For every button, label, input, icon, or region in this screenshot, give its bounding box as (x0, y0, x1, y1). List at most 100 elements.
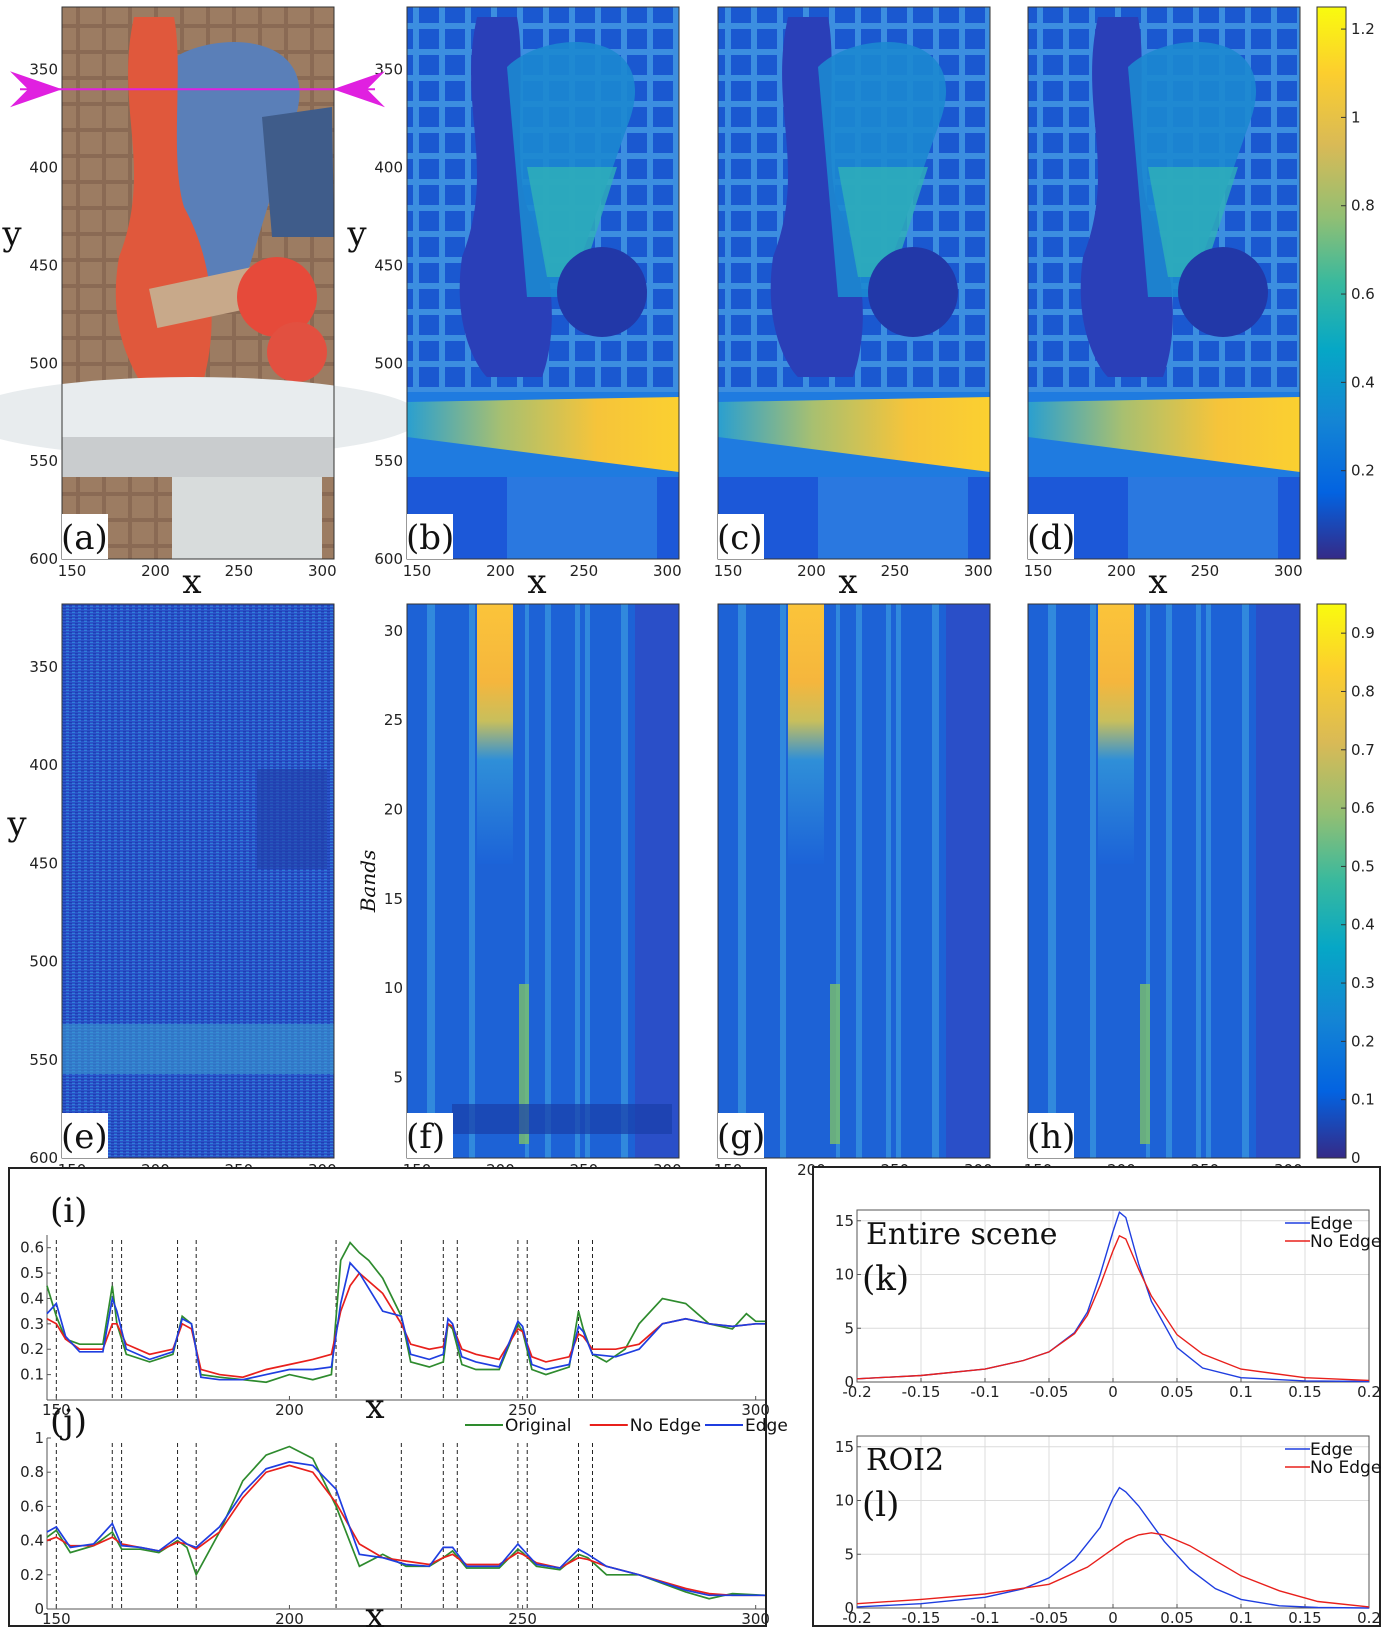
legend-label: Edge (745, 1416, 788, 1436)
panel-label-box (62, 1113, 108, 1158)
panel-frame (1027, 603, 1301, 1159)
panel-label: (a) (61, 518, 108, 558)
table-rim (62, 437, 334, 477)
colorbar-tick-label: 0.2 (1351, 1032, 1375, 1050)
left-arrow-head (10, 71, 62, 108)
band-map-background (1028, 604, 1300, 1158)
colorbar-tick-label: 0.1 (1351, 1091, 1375, 1109)
y-tick-label: 10 (384, 979, 403, 997)
colorbar-tick-label: 0.9 (1351, 624, 1375, 642)
y-tick-label: 15 (835, 1438, 854, 1456)
legend-label: No Edge (630, 1416, 701, 1436)
x-tick-label: 200 (141, 562, 170, 580)
middle-row-panels: (e)150200250300x350400450500550600y(f)15… (6, 603, 1375, 1201)
y-tick-label: 15 (835, 1212, 854, 1230)
y-tick-label: 500 (29, 953, 58, 971)
panel-label: (l) (862, 1485, 899, 1525)
band-stripe (621, 604, 628, 1158)
panel-c: (c) 150 200 250 300 x (714, 6, 993, 602)
band-stripe (780, 604, 786, 1158)
colorbar-tick-label: 0.7 (1351, 741, 1375, 759)
band-stripe (585, 604, 590, 1158)
x-tick-label: 300 (653, 562, 682, 580)
x-tick-label: 0 (1108, 1609, 1118, 1627)
x-tick-label: 0.15 (1288, 1609, 1321, 1627)
flower-shape (868, 247, 958, 337)
outer-box (812, 1166, 1381, 1627)
band-stripe (1206, 604, 1211, 1158)
line-profiles-box: 150 200 250 300 0.1 0.2 0.3 0.4 0.5 0.6 (i) x 150 200… (8, 1167, 788, 1628)
red-gear-small (267, 322, 327, 382)
y-tick-label: 1 (34, 1429, 44, 1447)
y-tick-label: 0.8 (20, 1463, 44, 1481)
y-tick-label: 30 (384, 622, 403, 640)
bright-column (477, 604, 513, 864)
x-tick-label: 200 (275, 1610, 304, 1628)
x-axis-label: x (1148, 562, 1167, 602)
panel-label-box (62, 514, 108, 559)
can-highlight (527, 167, 617, 277)
band-stripe (856, 604, 862, 1158)
x-axis-label: x (527, 562, 546, 602)
band-map-background (718, 604, 990, 1158)
chart-l: -0.2 -0.15 -0.1 -0.05 0 0.05 0.1 0.15 0.2 0 5 10 15 (835, 1435, 1381, 1627)
legend-label: Edge (1310, 1214, 1353, 1234)
table-leg (507, 477, 657, 559)
y-tick-label: 600 (374, 550, 403, 568)
band-stripe (1146, 604, 1150, 1158)
series-line-edge (856, 1486, 1370, 1609)
x-tick-label: -0.05 (1030, 1383, 1069, 1401)
x-tick-label: 0.1 (1229, 1609, 1253, 1627)
x-tick-label: -0.1 (970, 1383, 999, 1401)
x-tick-label: -0.2 (842, 1609, 871, 1627)
x-tick-label: 200 (797, 562, 826, 580)
x-tick-label: 150 (42, 1610, 71, 1628)
hat (262, 107, 334, 237)
table-edge (1028, 397, 1300, 472)
colorbar-tick-label: 0.8 (1351, 682, 1375, 700)
y-tick-label: 400 (374, 159, 403, 177)
x-tick-label: 0.2 (1357, 1609, 1381, 1627)
red-gear (237, 257, 317, 337)
y-tick-label: 10 (835, 1266, 854, 1284)
panel-frame (717, 603, 991, 1159)
panel-frame (1027, 6, 1301, 560)
difference-map (62, 604, 334, 1158)
x-tick-label: 250 (881, 562, 910, 580)
x-tick-label: -0.05 (1030, 1609, 1069, 1627)
x-tick-label: 0.05 (1160, 1383, 1193, 1401)
panel-label: (g) (717, 1117, 765, 1157)
x-tick-label: 0.05 (1160, 1609, 1193, 1627)
right-arrow-head (333, 71, 385, 108)
colorbar-tick-label: 0 (1351, 1149, 1361, 1167)
x-axis-label: x (182, 562, 201, 602)
panel-label: (i) (50, 1191, 87, 1231)
hat-residual (257, 769, 327, 869)
wooden-block (149, 266, 265, 328)
panel-frame (61, 603, 335, 1159)
panel-f: (f)150200250300x51015202530Bands (356, 603, 682, 1201)
y-tick-label: 600 (29, 550, 58, 568)
y-tick-label: 25 (384, 711, 403, 729)
band-stripe (575, 604, 580, 1158)
y-tick-label: 450 (374, 256, 403, 274)
dark-region (1256, 604, 1300, 1158)
y-tick-label: 20 (384, 801, 403, 819)
x-tick-label: 300 (741, 1401, 770, 1419)
chart-k: -0.2 -0.15 -0.1 -0.05 0 0.05 0.1 0.15 0.2 0 5 10 15 (835, 1209, 1381, 1401)
band-stripe (1196, 604, 1201, 1158)
y-tick-label: 550 (29, 1051, 58, 1069)
y-tick-label: 550 (29, 452, 58, 470)
dark-region (635, 604, 679, 1158)
panel-label-box (407, 1113, 453, 1158)
y-axis-label: y (6, 804, 27, 844)
panel-label-box (718, 1113, 764, 1158)
y-tick-label: 350 (29, 61, 58, 79)
band-stripe (738, 604, 746, 1158)
band-stripe (1090, 604, 1096, 1158)
legend-label: No Edge (1310, 1458, 1381, 1478)
